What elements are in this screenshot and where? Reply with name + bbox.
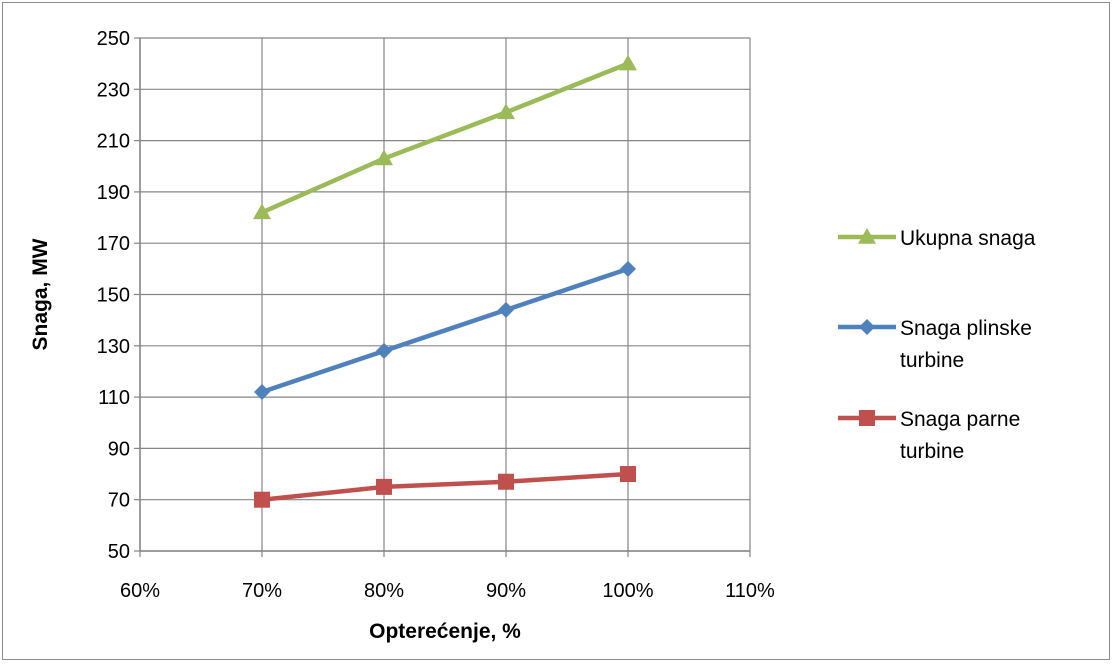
data-point-marker [620, 466, 636, 483]
series-3 [254, 466, 636, 508]
x-tick-label: 60% [120, 580, 160, 602]
x-tick-label: 70% [242, 580, 282, 602]
legend-swatch-marker [859, 410, 875, 426]
y-tick-label: 110 [98, 387, 130, 409]
data-point-marker [498, 301, 514, 318]
series-2 [254, 260, 636, 400]
legend-label: turbine [900, 440, 964, 463]
x-tick-label: 80% [364, 580, 404, 602]
gridlines [139, 37, 751, 552]
series-line [261, 266, 629, 395]
y-tick-label: 130 [97, 336, 130, 358]
data-point-marker [254, 383, 270, 400]
y-tick-label: 210 [97, 131, 130, 153]
y-tick-label: 70 [108, 490, 130, 512]
x-axis-title: Opterećenje, % [369, 620, 521, 643]
data-point-marker [620, 260, 636, 277]
series-1 [253, 54, 637, 220]
x-tick-label: 90% [486, 580, 526, 602]
data-point-marker [497, 103, 515, 120]
y-axis-title: Snaga, MW [29, 238, 52, 350]
data-point-marker [254, 491, 270, 508]
y-tick-label: 250 [97, 28, 130, 50]
legend-item: Snaga plinske turbine [838, 317, 1032, 372]
data-point-marker [619, 54, 637, 71]
data-point-marker [498, 473, 514, 490]
y-tick-label: 50 [108, 541, 130, 563]
y-tick-label: 190 [97, 182, 130, 204]
legend-label: Ukupna snaga [900, 227, 1036, 250]
legend-label: Snaga plinske [900, 317, 1032, 340]
legend-label: turbine [900, 349, 964, 372]
legend-swatch-marker [858, 228, 876, 244]
legend-item: Ukupna snaga [838, 227, 1036, 250]
y-tick-label: 150 [97, 285, 130, 307]
series-line [261, 471, 629, 502]
y-tick-label: 230 [97, 79, 130, 101]
data-point-marker [253, 203, 271, 220]
series-line [261, 61, 629, 215]
legend-swatch-marker [859, 319, 875, 335]
data-point-marker [375, 149, 393, 166]
x-tick-label: 100% [602, 580, 653, 602]
data-point-marker [376, 342, 392, 359]
y-tick-label: 90 [108, 438, 130, 460]
x-tick-label: 110% [725, 580, 775, 602]
legend-item: Snaga parne turbine [838, 408, 1020, 463]
legend-label: Snaga parne [900, 408, 1020, 431]
y-tick-label: 170 [97, 233, 130, 255]
data-point-marker [376, 478, 392, 495]
